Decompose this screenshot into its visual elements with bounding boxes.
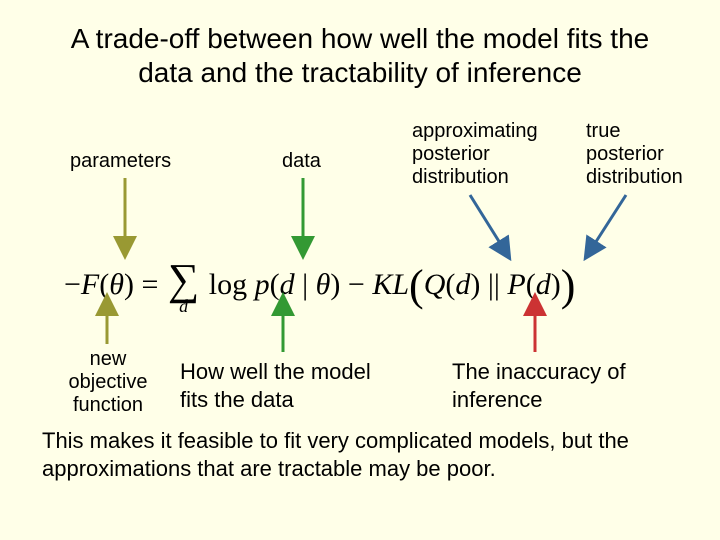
arrow-parameters [118, 178, 132, 256]
arrow-fit-caption [276, 300, 290, 356]
label-new-objective: new objective function [62, 348, 154, 417]
slide-title: A trade-off between how well the model f… [40, 22, 680, 89]
label-true-posterior: true posterior distribution [586, 120, 696, 189]
caption-fit: How well the model fits the data [180, 358, 400, 413]
label-data: data [282, 150, 321, 173]
slide-footer: This makes it feasible to fit very compl… [42, 427, 678, 484]
arrow-new-objective [100, 300, 114, 348]
equation: −F(θ) = ∑d log p(d | θ) − KL(Q(d) || P(d… [64, 260, 575, 314]
arrow-true-posterior [580, 195, 640, 260]
caption-inaccuracy: The inaccuracy of inference [452, 358, 652, 413]
arrow-approx-posterior [460, 195, 520, 260]
arrow-data [296, 178, 310, 256]
arrow-inaccuracy [528, 300, 542, 356]
label-parameters: parameters [70, 150, 171, 173]
label-approx-posterior: approximating posterior distribution [412, 120, 552, 189]
